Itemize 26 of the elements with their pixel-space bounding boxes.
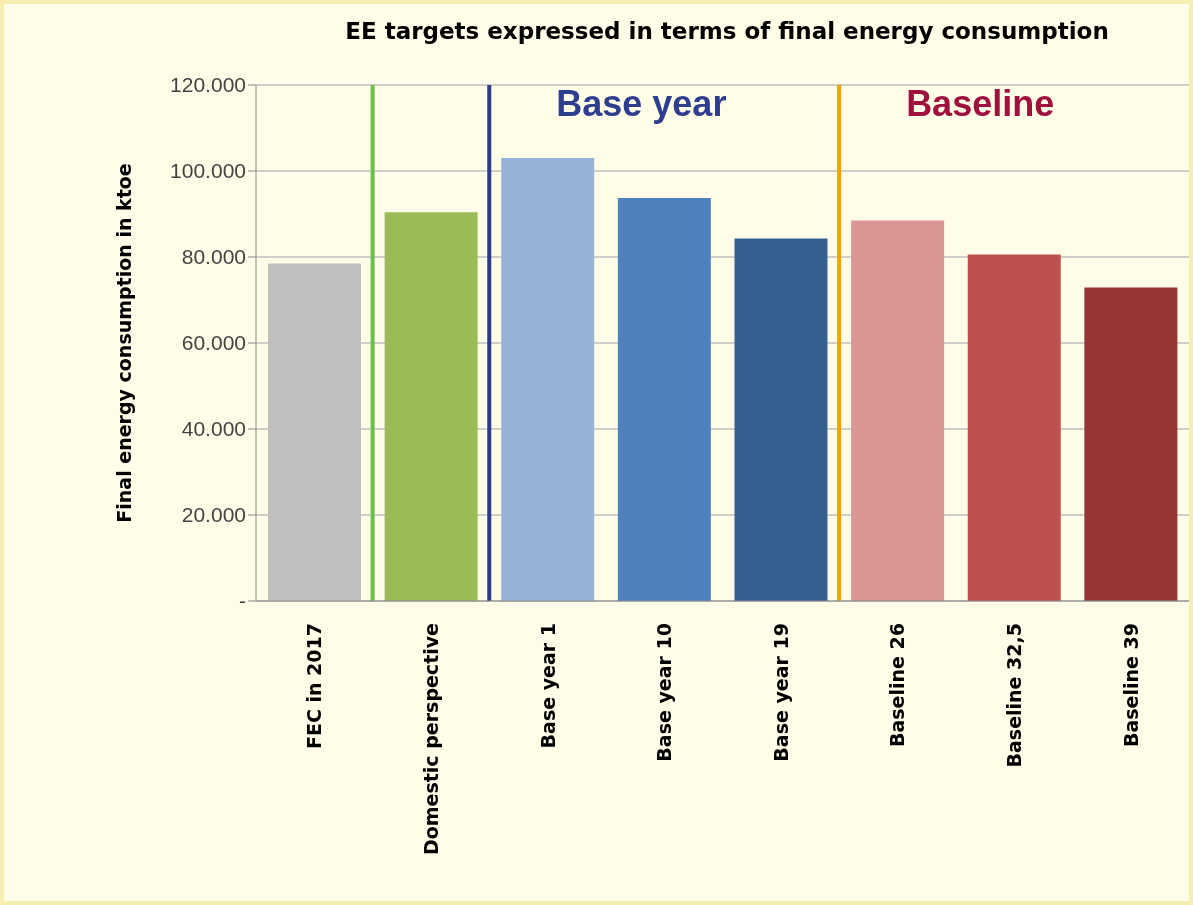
bar <box>967 254 1061 601</box>
x-tick-label: Base year 19 <box>769 623 792 762</box>
y-tick-label: - <box>239 589 246 613</box>
x-tick-label: Baseline 32,5 <box>1003 623 1026 768</box>
y-tick-label: 60.000 <box>181 331 246 355</box>
x-tick-label: Base year 1 <box>536 623 559 749</box>
y-tick-label: 100.000 <box>170 159 246 183</box>
chart-title: EE targets expressed in terms of final energy consumption <box>344 18 1110 44</box>
x-tick-label: Baseline 26 <box>886 623 909 747</box>
y-tick-label: 40.000 <box>181 417 246 441</box>
bar <box>1084 287 1178 601</box>
y-tick-label: 80.000 <box>181 245 246 269</box>
bar <box>734 238 828 601</box>
y-tick-label: 20.000 <box>181 503 246 527</box>
x-tick-label: Domestic perspective <box>419 623 442 856</box>
x-tick-label: Baseline 39 <box>1119 623 1142 747</box>
x-tick-label: Base year 10 <box>653 623 676 762</box>
x-tick-label: FEC in 2017 <box>303 623 326 750</box>
ref-line-label: Baseline <box>906 82 1055 124</box>
bar <box>384 212 478 601</box>
bar <box>851 220 945 601</box>
bar <box>617 198 711 601</box>
ref-line-label: Base year <box>556 82 727 124</box>
y-axis-title: Final energy consumption in ktoe <box>112 163 135 523</box>
bar <box>501 158 595 601</box>
y-tick-label: 120.000 <box>170 73 246 97</box>
